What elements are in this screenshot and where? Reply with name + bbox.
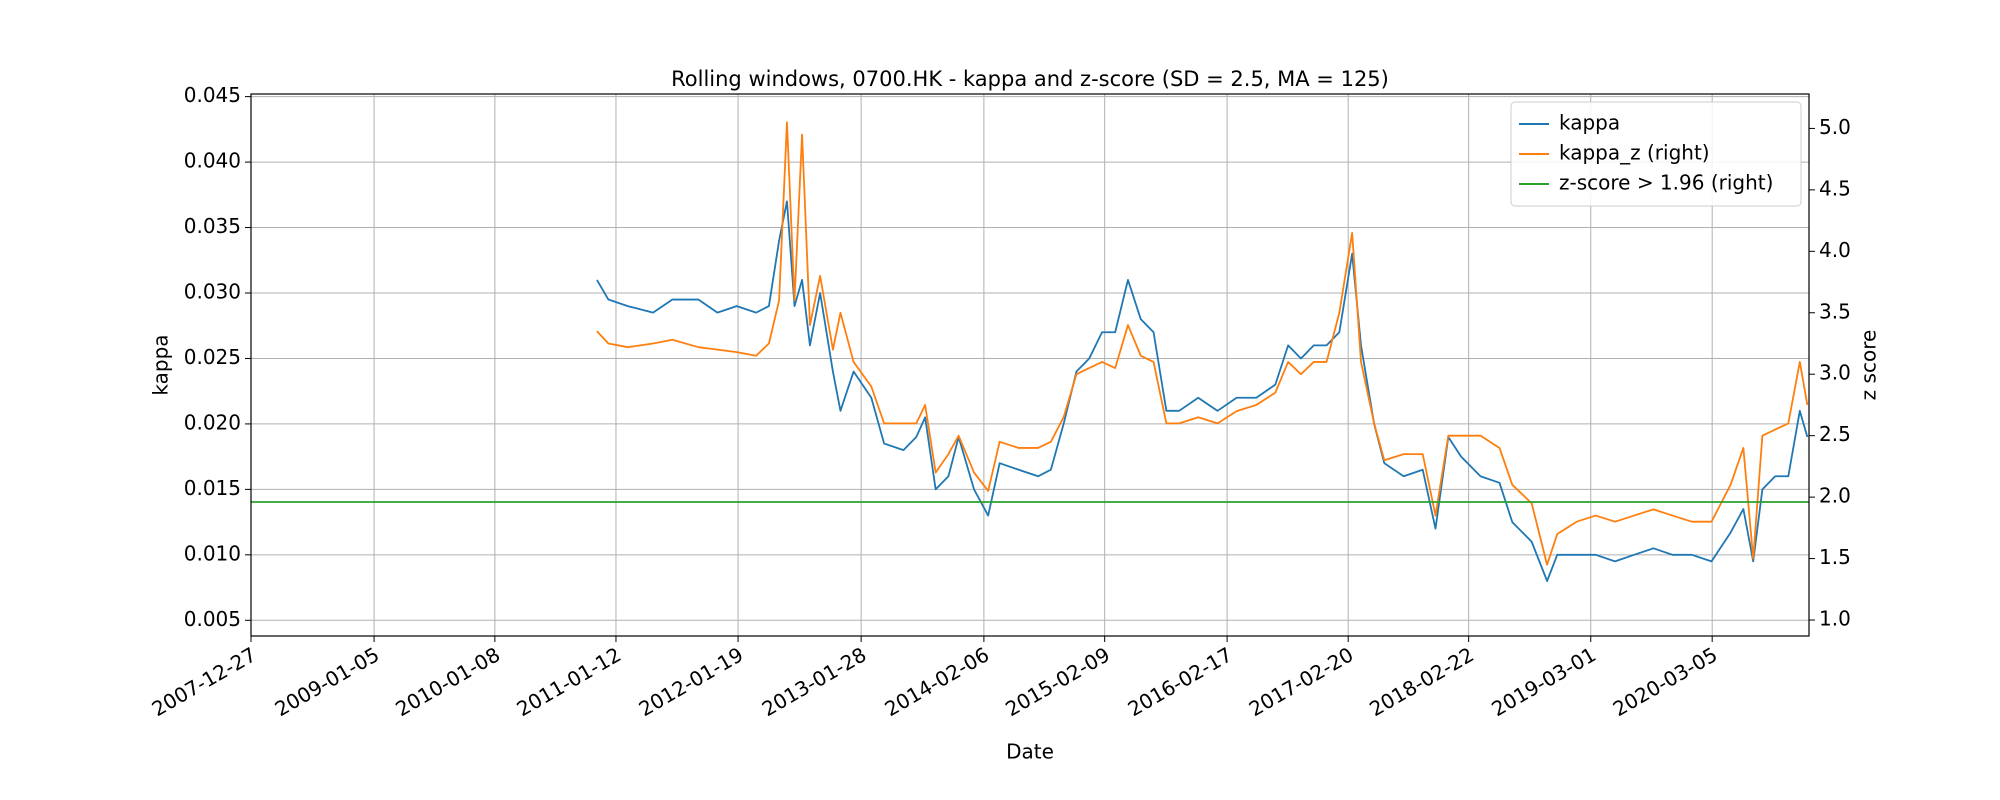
y-tick-label: 0.040 [184,149,241,173]
legend-label: kappa_z (right) [1559,141,1710,165]
legend-label: z-score > 1.96 (right) [1559,171,1773,195]
y2-tick-label: 4.0 [1819,238,1851,262]
y2-axis-label: z score [1857,330,1881,401]
y-tick-label: 0.035 [184,214,241,238]
y-tick-label: 0.005 [184,607,241,631]
legend-label: kappa [1559,111,1620,135]
y2-tick-label: 2.5 [1819,422,1851,446]
y2-tick-label: 1.0 [1819,607,1851,631]
y2-tick-label: 3.5 [1819,299,1851,323]
data-line [596,121,1809,566]
x-axis-label: Date [1006,740,1054,764]
legend-box [1510,101,1802,207]
plot-frame [250,93,1810,637]
y2-tick-label: 3.0 [1819,361,1851,385]
y-tick-label: 0.020 [184,410,241,434]
y2-tick-label: 5.0 [1819,115,1851,139]
y-tick-label: 0.010 [184,541,241,565]
y-tick-label: 0.030 [184,279,241,303]
data-line [596,200,1809,582]
y-tick-label: 0.015 [184,476,241,500]
y2-tick-label: 2.0 [1819,484,1851,508]
y-tick-label: 0.025 [184,345,241,369]
y2-tick-label: 4.5 [1819,176,1851,200]
legend: kappa kappa_z (right) z-score > 1.96 (righ… [1510,101,1802,207]
y-axis-label: kappa [149,334,173,395]
y-tick-label: 0.045 [184,83,241,107]
chart-title: Rolling windows, 0700.HK - kappa and z-s… [671,67,1389,91]
y2-tick-label: 1.5 [1819,545,1851,569]
